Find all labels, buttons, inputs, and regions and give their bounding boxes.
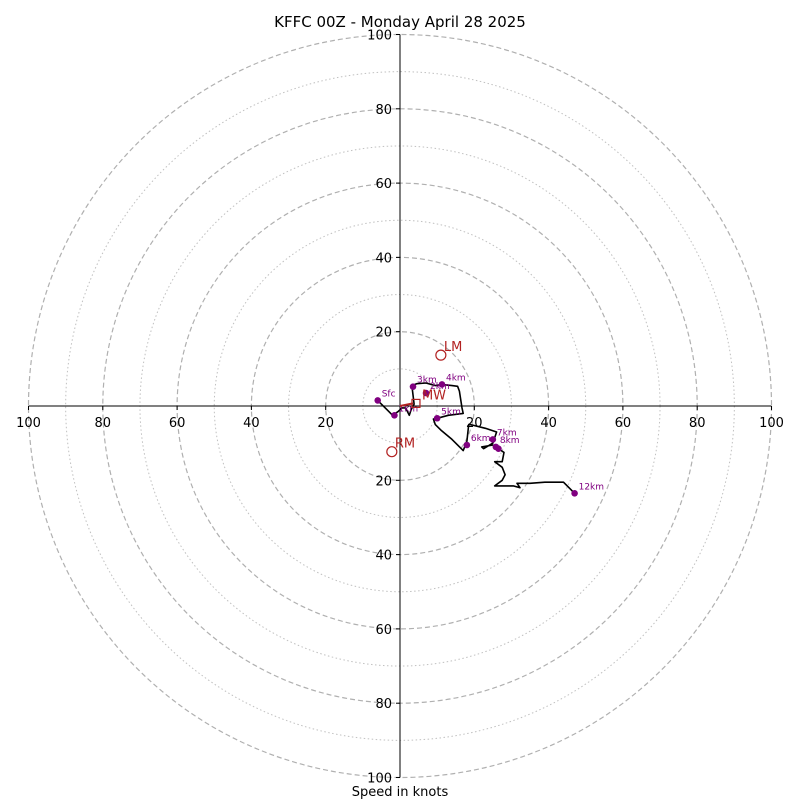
height-label: Sfc (382, 389, 396, 399)
x-axis-label: Speed in knots (352, 785, 449, 800)
mean-wind-label: MW (422, 388, 446, 403)
y-tick-label: 20 (375, 326, 392, 341)
y-tick-label: 40 (375, 251, 392, 266)
x-tick-label: 80 (689, 416, 706, 431)
height-point (409, 383, 417, 390)
x-tick-label: 20 (317, 416, 334, 431)
height-label: 2km (430, 382, 450, 392)
height-label: 6km (471, 434, 491, 444)
y-tick-labels: 20 40 60 80 100 20 40 60 80 100 (367, 29, 400, 787)
rm-marker (386, 446, 398, 458)
height-label: 5km (441, 407, 461, 417)
height-label: 4km (446, 373, 466, 383)
height-label: 3km (417, 376, 437, 386)
storm-motion-markers: LM RM MW (386, 340, 462, 458)
mean-wind-marker (411, 398, 421, 408)
mean-wind-arrow (399, 402, 414, 407)
x-tick-label: 100 (16, 416, 41, 431)
y-tick-label: 80 (375, 697, 392, 712)
height-label: 7km (497, 428, 517, 438)
y-tick-label: 80 (375, 103, 392, 118)
y-tick-label: 40 (375, 549, 392, 564)
y-tick-label: 20 (375, 474, 392, 489)
rm-label: RM (395, 437, 415, 452)
lm-label: LM (444, 340, 462, 355)
lm-marker (435, 349, 447, 361)
x-tick-labels: 100 80 60 40 20 20 40 60 80 100 (16, 406, 784, 431)
height-point (422, 389, 430, 397)
hodograph-trace (377, 382, 576, 494)
y-tick-label: 60 (375, 177, 392, 192)
height-point (438, 381, 446, 388)
height-point (433, 414, 441, 422)
height-label: 8km (500, 436, 520, 446)
y-tick-label: 100 (367, 29, 392, 44)
height-point (463, 441, 471, 449)
height-point (374, 397, 382, 404)
y-tick-label: 100 (367, 772, 392, 787)
chart-title: KFFC 00Z - Monday April 28 2025 (274, 13, 526, 31)
height-point (571, 490, 578, 497)
height-point (489, 436, 497, 443)
x-tick-label: 40 (540, 416, 557, 431)
height-label: 1km (398, 404, 418, 414)
x-tick-label: 60 (615, 416, 632, 431)
y-tick-label: 60 (375, 623, 392, 638)
x-tick-label: 40 (243, 416, 260, 431)
height-label: 12km (579, 482, 604, 492)
x-tick-label: 60 (169, 416, 186, 431)
hodograph-line (377, 382, 576, 494)
x-tick-label: 100 (759, 416, 784, 431)
height-point (495, 445, 502, 453)
x-tick-label: 80 (95, 416, 112, 431)
height-point (391, 411, 398, 419)
